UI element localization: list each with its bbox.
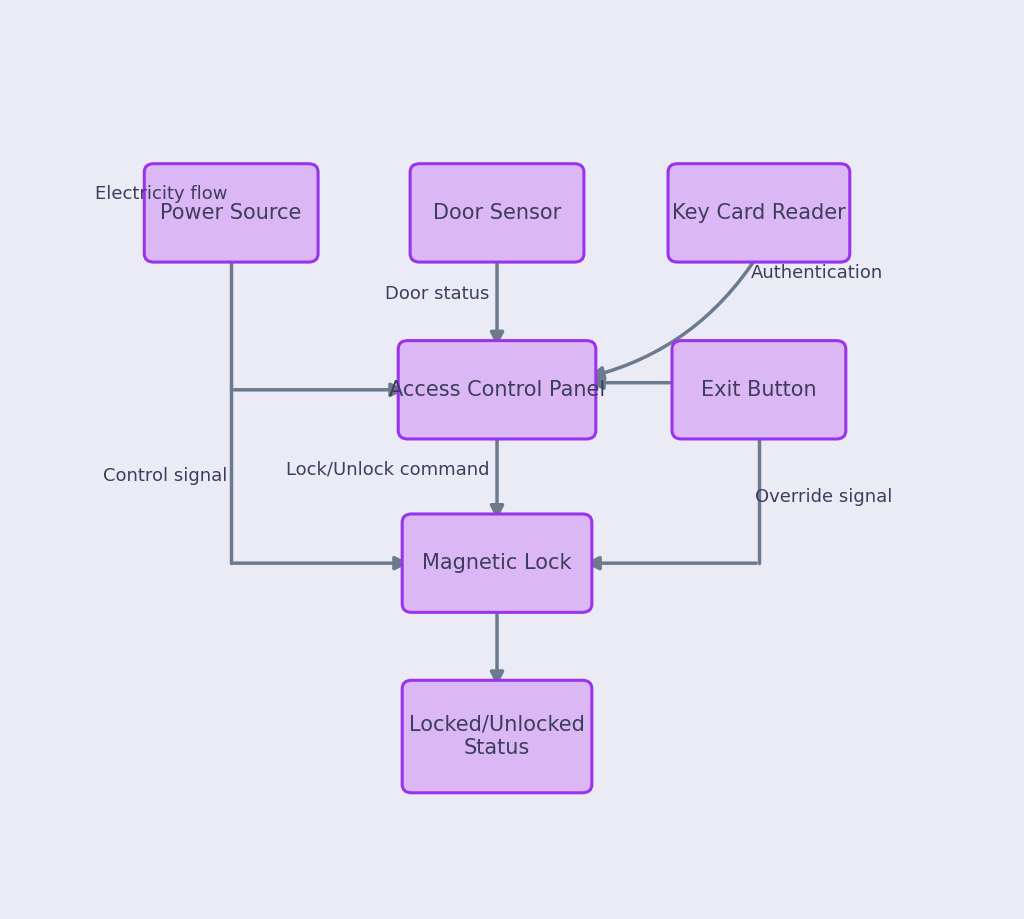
Text: Exit Button: Exit Button [701, 380, 817, 400]
Text: Authentication: Authentication [751, 264, 884, 282]
Text: Access Control Panel: Access Control Panel [389, 380, 605, 400]
Text: Door status: Door status [385, 285, 489, 303]
Text: Electricity flow: Electricity flow [94, 185, 227, 203]
Text: Control signal: Control signal [102, 468, 227, 485]
Text: Key Card Reader: Key Card Reader [672, 203, 846, 223]
FancyBboxPatch shape [398, 341, 596, 439]
Text: Magnetic Lock: Magnetic Lock [422, 553, 571, 573]
Text: Power Source: Power Source [161, 203, 302, 223]
FancyBboxPatch shape [672, 341, 846, 439]
FancyBboxPatch shape [411, 164, 584, 262]
FancyBboxPatch shape [668, 164, 850, 262]
Text: Override signal: Override signal [755, 488, 892, 505]
Text: Door Sensor: Door Sensor [433, 203, 561, 223]
Text: Locked/Unlocked
Status: Locked/Unlocked Status [409, 715, 585, 758]
Text: Lock/Unlock command: Lock/Unlock command [286, 460, 489, 479]
FancyBboxPatch shape [144, 164, 318, 262]
FancyBboxPatch shape [402, 680, 592, 793]
FancyBboxPatch shape [402, 514, 592, 612]
